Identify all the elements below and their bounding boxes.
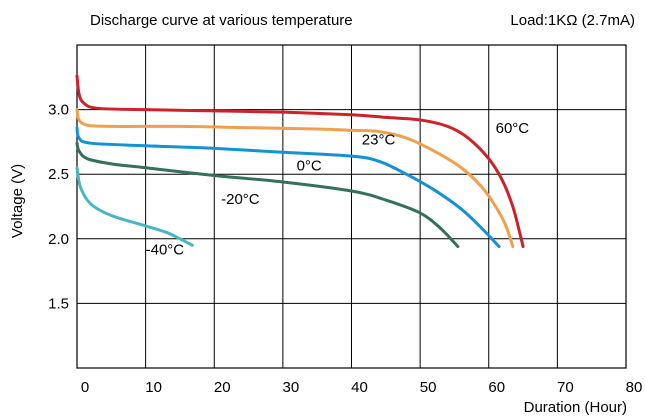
series-group (75, 74, 525, 249)
y-tick-label: 2.5 (48, 166, 69, 183)
x-tick-label: 30 (283, 379, 300, 396)
y-tick-label: 3.0 (48, 102, 69, 119)
tick-labels: 0 10 20 30 40 50 60 70 80 1.5 2.0 2.5 3.0 (48, 102, 642, 396)
x-tick-label: 70 (557, 379, 574, 396)
x-tick-label: 80 (626, 379, 643, 396)
series-label: -40°C (146, 241, 185, 258)
series-line (75, 141, 460, 249)
x-tick-label: 40 (351, 379, 368, 396)
series-labels: 60°C 23°C 0°C -20°C -40°C (146, 120, 530, 258)
y-axis-label: Voltage (V) (9, 164, 26, 238)
series-line (75, 74, 525, 249)
x-tick-label: 20 (214, 379, 231, 396)
x-tick-label: 60 (488, 379, 505, 396)
series-label: -20°C (221, 191, 260, 208)
series-line (75, 166, 194, 247)
x-tick-label: 0 (81, 379, 89, 396)
y-tick-label: 2.0 (48, 231, 69, 248)
x-tick-label: 10 (145, 379, 162, 396)
series-line (75, 108, 515, 249)
y-tick-label: 1.5 (48, 295, 69, 312)
series-label: 23°C (362, 131, 396, 148)
chart-subtitle: Load:1KΩ (2.7mA) (510, 12, 635, 29)
series-label: 0°C (297, 157, 322, 174)
series-label: 60°C (496, 120, 530, 137)
plot-grid (76, 44, 627, 369)
chart-title: Discharge curve at various temperature (90, 12, 353, 29)
x-axis-label: Duration (Hour) (524, 399, 627, 416)
x-tick-label: 50 (420, 379, 437, 396)
series-line (75, 126, 501, 249)
